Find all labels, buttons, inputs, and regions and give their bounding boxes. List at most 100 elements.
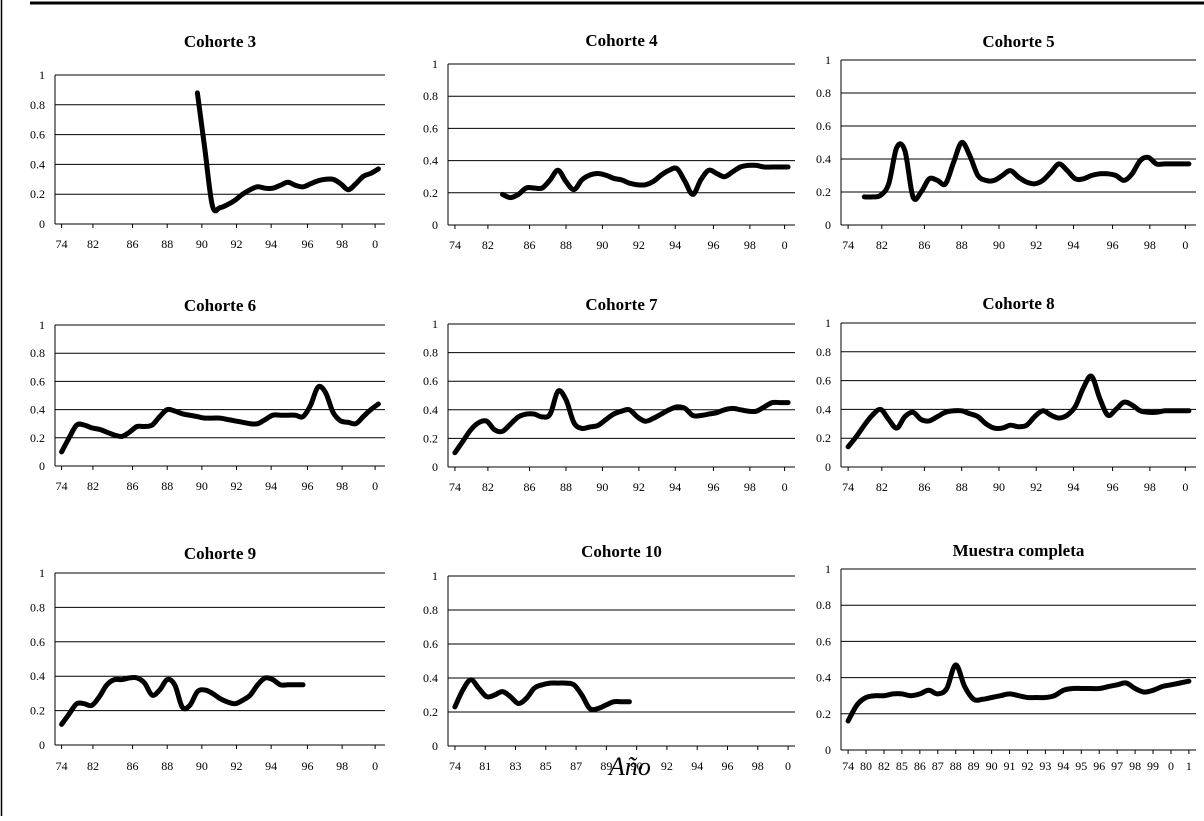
x-tick-label-5-0: 74 xyxy=(449,480,461,494)
y-tick-label-6-5: 1 xyxy=(825,316,831,330)
x-tick-label-1-2: 86 xyxy=(127,237,139,251)
x-tick-label-4-0: 74 xyxy=(56,479,68,493)
x-tick-label-6-9: 0 xyxy=(1182,480,1188,494)
x-tick-label-4-7: 96 xyxy=(301,479,313,493)
x-tick-label-9-17: 99 xyxy=(1147,759,1159,773)
chart-title-7: Cohorte 9 xyxy=(184,544,256,563)
chart-title-3: Cohorte 5 xyxy=(982,32,1054,51)
x-tick-label-2-6: 94 xyxy=(669,238,681,252)
y-tick-label-9-1: 0.2 xyxy=(816,707,831,721)
x-tick-label-6-5: 92 xyxy=(1030,480,1042,494)
y-tick-label-7-3: 0.6 xyxy=(30,635,45,649)
series-line-8-0 xyxy=(452,677,632,713)
x-tick-label-9-6: 88 xyxy=(950,759,962,773)
y-tick-label-7-0: 0 xyxy=(39,738,45,752)
x-tick-label-9-10: 92 xyxy=(1021,759,1033,773)
y-tick-label-5-5: 1 xyxy=(432,317,438,331)
x-tick-label-9-11: 93 xyxy=(1039,759,1051,773)
x-tick-label-3-0: 74 xyxy=(842,238,854,252)
x-tick-label-6-6: 94 xyxy=(1068,480,1080,494)
x-tick-label-9-1: 80 xyxy=(860,759,872,773)
x-tick-label-8-1: 81 xyxy=(479,759,491,773)
x-tick-label-8-2: 83 xyxy=(510,759,522,773)
x-tick-label-1-6: 94 xyxy=(265,237,277,251)
y-tick-label-1-1: 0.2 xyxy=(30,187,45,201)
chart-title-2: Cohorte 4 xyxy=(585,31,658,50)
x-tick-label-9-18: 0 xyxy=(1168,759,1174,773)
y-tick-label-6-1: 0.2 xyxy=(816,431,831,445)
x-tick-label-5-9: 0 xyxy=(782,480,788,494)
x-tick-label-1-8: 98 xyxy=(336,237,348,251)
x-tick-label-5-3: 88 xyxy=(560,480,572,494)
y-tick-label-5-4: 0.8 xyxy=(423,346,438,360)
x-tick-label-9-4: 86 xyxy=(914,759,926,773)
x-tick-label-7-0: 74 xyxy=(56,759,68,773)
x-tick-label-8-4: 87 xyxy=(570,759,582,773)
x-tick-label-8-8: 94 xyxy=(691,759,703,773)
x-tick-label-9-9: 91 xyxy=(1004,759,1016,773)
x-tick-label-6-4: 90 xyxy=(993,480,1005,494)
x-tick-label-9-14: 96 xyxy=(1093,759,1105,773)
series-line-1-0 xyxy=(194,90,381,214)
x-tick-label-9-5: 87 xyxy=(932,759,944,773)
x-tick-label-3-2: 86 xyxy=(918,238,930,252)
y-tick-label-8-2: 0.4 xyxy=(423,671,438,685)
y-tick-label-1-2: 0.4 xyxy=(30,157,45,171)
x-tick-label-2-1: 82 xyxy=(482,238,494,252)
x-tick-label-3-3: 88 xyxy=(956,238,968,252)
y-tick-label-8-5: 1 xyxy=(432,569,438,583)
x-tick-label-3-9: 0 xyxy=(1182,238,1188,252)
x-tick-label-4-4: 90 xyxy=(196,479,208,493)
x-tick-label-5-6: 94 xyxy=(669,480,681,494)
y-tick-label-3-3: 0.6 xyxy=(816,119,831,133)
x-tick-label-4-1: 82 xyxy=(87,479,99,493)
y-tick-label-4-3: 0.6 xyxy=(30,374,45,388)
x-tick-label-5-7: 96 xyxy=(707,480,719,494)
y-tick-label-3-2: 0.4 xyxy=(816,152,831,166)
y-tick-label-2-1: 0.2 xyxy=(423,186,438,200)
y-tick-label-7-5: 1 xyxy=(39,566,45,580)
x-tick-label-1-9: 0 xyxy=(372,237,378,251)
x-tick-label-6-0: 74 xyxy=(842,480,854,494)
x-tick-label-9-0: 74 xyxy=(842,759,854,773)
series-line-4-0 xyxy=(59,383,381,455)
x-tick-label-2-3: 88 xyxy=(560,238,572,252)
y-tick-label-7-2: 0.4 xyxy=(30,669,45,683)
y-tick-label-9-3: 0.6 xyxy=(816,634,831,648)
chart-title-8: Cohorte 10 xyxy=(581,542,662,561)
x-tick-label-8-5: 89 xyxy=(600,759,612,773)
x-tick-label-9-16: 98 xyxy=(1129,759,1141,773)
y-tick-label-2-0: 0 xyxy=(432,218,438,232)
y-tick-label-7-1: 0.2 xyxy=(30,704,45,718)
x-tick-label-2-0: 74 xyxy=(449,238,461,252)
x-tick-label-9-19: 1 xyxy=(1186,759,1192,773)
y-tick-label-5-1: 0.2 xyxy=(423,431,438,445)
y-tick-label-1-4: 0.8 xyxy=(30,98,45,112)
x-axis-title: Año xyxy=(609,752,651,781)
series-line-3-0 xyxy=(861,139,1192,202)
x-tick-label-8-10: 98 xyxy=(752,759,764,773)
x-tick-label-5-5: 92 xyxy=(633,480,645,494)
y-tick-label-1-3: 0.6 xyxy=(30,128,45,142)
y-tick-label-4-4: 0.8 xyxy=(30,346,45,360)
y-tick-label-2-3: 0.6 xyxy=(423,121,438,135)
chart-title-4: Cohorte 6 xyxy=(184,296,256,315)
x-tick-label-8-0: 74 xyxy=(449,759,461,773)
x-tick-label-9-15: 97 xyxy=(1111,759,1123,773)
y-tick-label-6-4: 0.8 xyxy=(816,345,831,359)
y-tick-label-9-2: 0.4 xyxy=(816,671,831,685)
x-tick-label-1-7: 96 xyxy=(301,237,313,251)
series-line-6-0 xyxy=(845,373,1192,450)
x-tick-label-4-9: 0 xyxy=(372,479,378,493)
x-tick-label-7-6: 94 xyxy=(265,759,277,773)
x-tick-label-5-4: 90 xyxy=(596,480,608,494)
x-tick-label-6-2: 86 xyxy=(918,480,930,494)
x-tick-label-2-2: 86 xyxy=(524,238,536,252)
x-tick-label-5-2: 86 xyxy=(524,480,536,494)
x-tick-label-9-7: 89 xyxy=(968,759,980,773)
y-tick-label-8-0: 0 xyxy=(432,739,438,753)
x-tick-label-2-7: 96 xyxy=(707,238,719,252)
x-tick-label-2-9: 0 xyxy=(782,238,788,252)
